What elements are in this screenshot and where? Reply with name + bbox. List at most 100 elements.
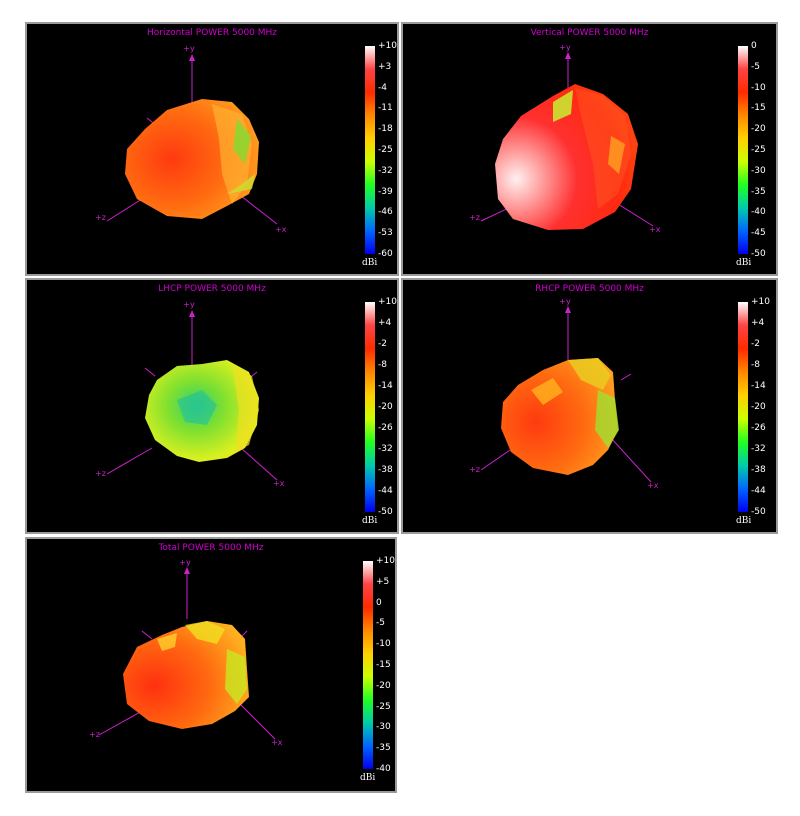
chart-title: Total POWER 5000 MHz [158,543,264,553]
panel-horizontal: Horizontal POWER 5000 MHz +y +x +z dBi +… [25,22,399,276]
pattern-plot-lhcp: +y +x +z [95,300,285,488]
colorbar-tick-label: -5 [376,618,385,629]
chart-title: Vertical POWER 5000 MHz [530,28,649,38]
colorbar-tick-label: -18 [378,124,393,135]
pattern-shade [185,621,225,644]
colorbar-tick-label: -20 [751,124,766,135]
colorbar-tick-label: 0 [751,41,757,51]
colorbar-tick-label: -8 [378,360,387,370]
pattern-null [608,136,625,174]
pattern-shade [553,90,573,122]
colorbar-tick-label: 0 [376,597,382,608]
axis-stub [141,630,153,640]
colorbar-tick-label: +4 [751,318,765,328]
colorbar-tick-label: -50 [751,249,766,259]
colorbar-unit: dBi [362,516,378,526]
chart-title: RHCP POWER 5000 MHz [535,284,644,294]
axis-z-line [98,710,143,736]
pattern-plot-rhcp: +y +x +z [469,297,659,490]
colorbar-tick-label: -32 [378,444,393,454]
colorbar-tick-label: -44 [378,486,393,496]
axis-x-label: +x [271,738,283,747]
pattern-null [177,390,217,425]
colorbar-unit: dBi [736,516,752,526]
colorbar-tick-label: -4 [378,82,387,93]
panel-rhcp: RHCP POWER 5000 MHz +y +x +z dBi +10 +4 -2… [401,278,778,534]
colorbar-tick-label: -30 [751,165,766,176]
axis-stub [144,367,156,377]
colorbar-tick-label: -32 [751,444,766,454]
colorbar-tick-label: -26 [378,423,393,433]
colorbar [738,302,748,512]
colorbar-tick-label: -44 [751,486,766,496]
pattern-plot-vertical: +y +x +z [469,43,661,234]
pattern-null [595,390,619,448]
colorbar-tick-label: +3 [378,61,392,72]
axis-z-label: +z [469,213,480,222]
panel-total: Total POWER 5000 MHz +y +x +z dBi +10 +5 0… [25,537,397,793]
axis-x-label: +x [649,225,661,234]
colorbar [365,302,375,512]
colorbar-tick-label: -11 [378,103,393,114]
pattern-surface [501,358,618,475]
colorbar-tick-label: -25 [378,145,393,155]
axis-y-arrow [184,567,190,574]
colorbar-unit: dBi [360,773,376,783]
axis-z-label: +z [95,213,106,222]
colorbar-tick-label: -8 [751,360,760,370]
colorbar-tick-label: -35 [751,186,766,197]
colorbar-tick-label: -2 [378,339,387,349]
colorbar-tick-label: -38 [378,465,393,475]
axis-z-label: +z [469,465,480,474]
colorbar-tick-label: -46 [378,207,393,218]
colorbar-tick-label: -50 [751,507,766,517]
pattern-shade [227,174,255,194]
colorbar-tick-label: -60 [378,249,393,259]
pattern-shade [232,364,259,452]
colorbar-tick-label: -26 [751,423,766,433]
axis-y-label: +y [183,300,195,309]
axis-x-label: +x [273,479,285,488]
colorbar-tick-label: +4 [378,318,392,328]
colorbar-tick-label: -32 [378,165,393,176]
colorbar-tick-label: -35 [376,743,391,754]
axis-x-line [617,203,654,227]
pattern-plot-horizontal: +y +x +z [95,44,287,234]
axis-z-line [106,198,143,222]
colorbar-tick-label: -38 [751,465,766,475]
colorbar-tick-label: -30 [376,722,391,733]
colorbar-tick-label: -10 [376,639,391,650]
axis-z-line [480,447,514,471]
panel-vertical: Vertical POWER 5000 MHz +y +x +z dBi 0 -5… [401,22,778,276]
colorbar-unit: dBi [362,258,378,268]
pattern-surface [123,621,249,729]
colorbar-unit: dBi [736,258,752,268]
axis-x-line [610,437,652,483]
colorbar-tick-label: +10 [376,556,395,566]
pattern-null [225,649,247,704]
axis-y-arrow [565,52,571,59]
colorbar-tick-label: -39 [378,186,393,197]
colorbar [365,46,375,254]
axis-y-label: +y [559,43,571,52]
chart-title: LHCP POWER 5000 MHz [158,284,266,294]
colorbar-tick-label: -15 [751,103,766,114]
colorbar-tick-label: +10 [378,297,397,307]
axis-y-arrow [189,310,195,317]
axis-y-label: +y [559,297,571,306]
colorbar-tick-label: -10 [751,82,766,93]
colorbar-tick-label: +10 [751,297,770,307]
pattern-shade [568,358,611,390]
axis-y-label: +y [183,44,195,53]
colorbar-tick-label: -20 [376,680,391,691]
colorbar-tick-label: +5 [376,576,390,587]
colorbar-tick-label: -45 [751,228,766,239]
axis-y-arrow [189,54,195,61]
axis-stub [620,373,632,381]
axis-z-label: +z [89,730,100,739]
axis-z-label: +z [95,469,106,478]
colorbar-tick-label: -14 [378,381,393,391]
axis-y-arrow [565,306,571,313]
axis-x-label: +x [275,225,287,234]
pattern-plot-total: +y +x +z [89,558,283,747]
